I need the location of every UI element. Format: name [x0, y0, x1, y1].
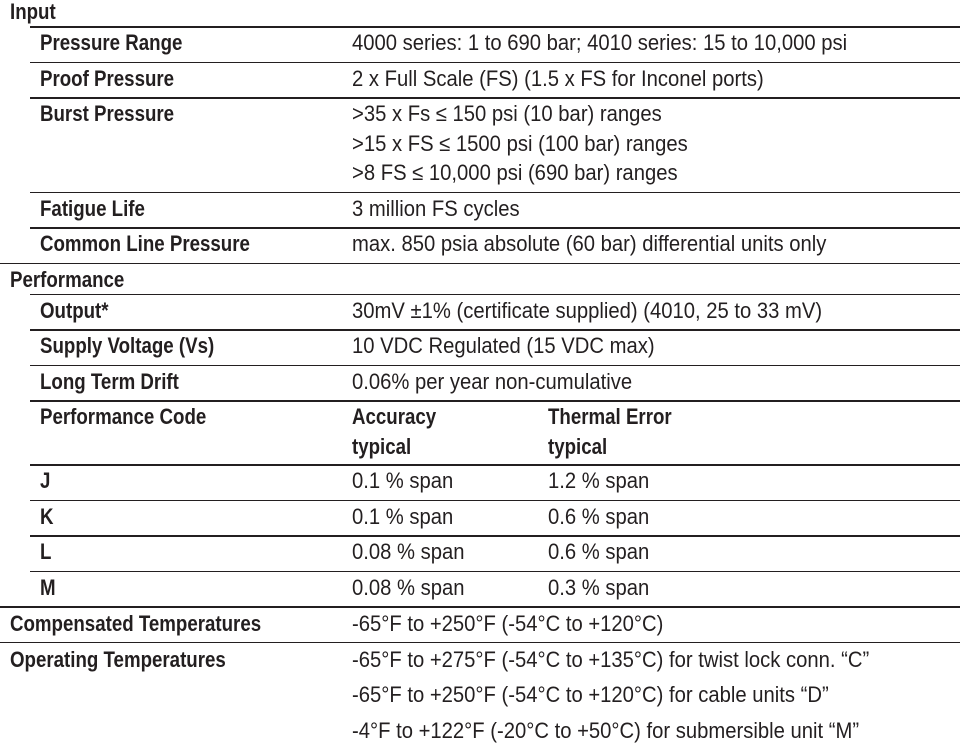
rule — [0, 606, 960, 608]
table-label: Performance Code — [40, 404, 207, 429]
row-value: -65°F to +250°F (-54°C to +120°C) for ca… — [352, 682, 829, 707]
rule — [0, 262, 960, 264]
thermal-error: 0.3 % span — [548, 574, 650, 600]
rule — [30, 26, 960, 28]
row-value: >15 x FS ≤ 1500 psi (100 bar) ranges — [352, 130, 688, 156]
row-label: Burst Pressure — [40, 101, 175, 126]
row-label: Compensated Temperatures — [10, 611, 262, 636]
rule — [30, 191, 960, 193]
row-label: Operating Temperatures — [10, 646, 226, 672]
code: K — [40, 503, 54, 529]
row-value: -65°F to +250°F (-54°C to +120°C) — [352, 611, 664, 636]
row-value: -65°F to +275°F (-54°C to +135°C) for tw… — [352, 646, 870, 672]
row-value: 0.06% per year non-cumulative — [352, 368, 633, 394]
row-value: 3 million FS cycles — [352, 195, 520, 221]
row-value: 4000 series: 1 to 690 bar; 4010 series: … — [352, 30, 848, 55]
rule — [30, 570, 960, 572]
section-title: Input — [10, 0, 56, 24]
thermal-error: 1.2 % span — [548, 468, 650, 493]
row-label: Fatigue Life — [40, 195, 145, 221]
accuracy: 0.1 % span — [352, 503, 454, 529]
column-header: Accuracy — [352, 404, 437, 429]
code: L — [40, 539, 52, 564]
row-label: Proof Pressure — [40, 65, 175, 91]
rule — [30, 97, 960, 99]
rule — [30, 499, 960, 501]
rule — [30, 364, 960, 366]
accuracy: 0.08 % span — [352, 574, 465, 600]
row-value: 2 x Full Scale (FS) (1.5 x FS for Incone… — [352, 65, 764, 91]
column-header: Thermal Error — [548, 404, 672, 429]
section-title: Performance — [10, 266, 125, 292]
rule — [30, 535, 960, 537]
row-value: 30mV ±1% (certificate supplied) (4010, 2… — [352, 297, 823, 323]
accuracy: 0.1 % span — [352, 468, 454, 493]
row-value: >8 FS ≤ 10,000 psi (690 bar) ranges — [352, 160, 678, 185]
rule — [30, 227, 960, 229]
row-label: Common Line Pressure — [40, 231, 250, 256]
rule — [30, 329, 960, 331]
rule — [30, 400, 960, 402]
rule — [30, 61, 960, 63]
row-value: max. 850 psia absolute (60 bar) differen… — [352, 231, 827, 256]
column-header: typical — [548, 433, 608, 459]
thermal-error: 0.6 % span — [548, 539, 650, 564]
row-label: Supply Voltage (Vs) — [40, 333, 215, 358]
accuracy: 0.08 % span — [352, 539, 465, 564]
rule — [30, 464, 960, 466]
row-label: Output* — [40, 297, 109, 323]
row-value: >35 x Fs ≤ 150 psi (10 bar) ranges — [352, 101, 662, 126]
code: J — [40, 468, 51, 493]
row-value: 10 VDC Regulated (15 VDC max) — [352, 333, 655, 358]
rule — [30, 293, 960, 295]
row-value: -4°F to +122°F (-20°C to +50°C) for subm… — [352, 717, 860, 743]
thermal-error: 0.6 % span — [548, 503, 650, 529]
rule — [0, 641, 960, 643]
row-label: Long Term Drift — [40, 368, 179, 394]
column-header: typical — [352, 433, 412, 459]
code: M — [40, 574, 56, 600]
row-label: Pressure Range — [40, 30, 183, 55]
